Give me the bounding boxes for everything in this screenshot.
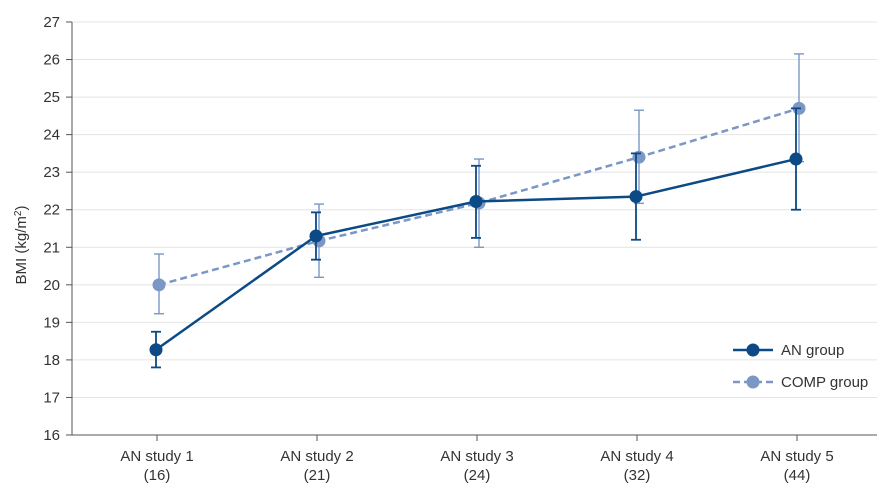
- legend-item-an-group: AN group: [733, 342, 844, 359]
- series-an-group: [149, 107, 803, 369]
- axes: [71, 22, 877, 436]
- legend-marker: [746, 375, 760, 389]
- y-tick-label: 22: [43, 202, 60, 219]
- y-tick-label: 18: [43, 352, 60, 369]
- x-tick-label: AN study 3: [440, 448, 513, 465]
- x-tick-sublabel: (16): [144, 467, 171, 484]
- y-tick-label: 16: [43, 427, 60, 444]
- data-point: [629, 190, 643, 204]
- y-tick-label: 17: [43, 389, 60, 406]
- y-axis-title-text: BMI (kg/m: [13, 216, 30, 284]
- data-point: [309, 229, 323, 243]
- series-layer: [149, 53, 806, 369]
- y-tick-label: 26: [43, 52, 60, 69]
- x-tick-sublabel: (24): [464, 467, 491, 484]
- legend-marker: [746, 343, 760, 357]
- y-tick-label: 27: [43, 14, 60, 31]
- y-axis-title-superscript: 2: [13, 210, 24, 216]
- y-axis-ticks: 16 17 18 19 20 21 22 23 24 25 26 27: [43, 14, 72, 444]
- legend-item-comp-group: COMP group: [733, 374, 868, 391]
- x-tick-label: AN study 5: [760, 448, 833, 465]
- y-tick-label: 24: [43, 127, 60, 144]
- y-tick-label: 25: [43, 89, 60, 106]
- legend-label: AN group: [781, 342, 844, 359]
- data-point: [469, 194, 483, 208]
- data-point: [152, 278, 166, 292]
- y-tick-label: 19: [43, 314, 60, 331]
- x-tick-label: AN study 1: [120, 448, 193, 465]
- x-tick-label: AN study 4: [600, 448, 673, 465]
- y-tick-label: 20: [43, 277, 60, 294]
- gridlines: [72, 21, 877, 398]
- data-point: [149, 343, 163, 357]
- x-tick-sublabel: (32): [624, 467, 651, 484]
- y-axis-title: BMI (kg/m2): [13, 206, 31, 285]
- data-point: [789, 152, 803, 166]
- series-comp-group: [152, 53, 806, 315]
- x-tick-sublabel: (21): [304, 467, 331, 484]
- y-tick-label: 23: [43, 164, 60, 181]
- x-axis-ticks: AN study 1 (16) AN study 2 (21) AN study 3 (2…: [120, 435, 834, 484]
- y-tick-label: 21: [43, 239, 60, 256]
- x-tick-label: AN study 2: [280, 448, 353, 465]
- y-axis-title-suffix: ): [13, 206, 30, 211]
- legend: AN group COMP group: [733, 342, 868, 391]
- x-tick-sublabel: (44): [784, 467, 811, 484]
- legend-label: COMP group: [781, 374, 868, 391]
